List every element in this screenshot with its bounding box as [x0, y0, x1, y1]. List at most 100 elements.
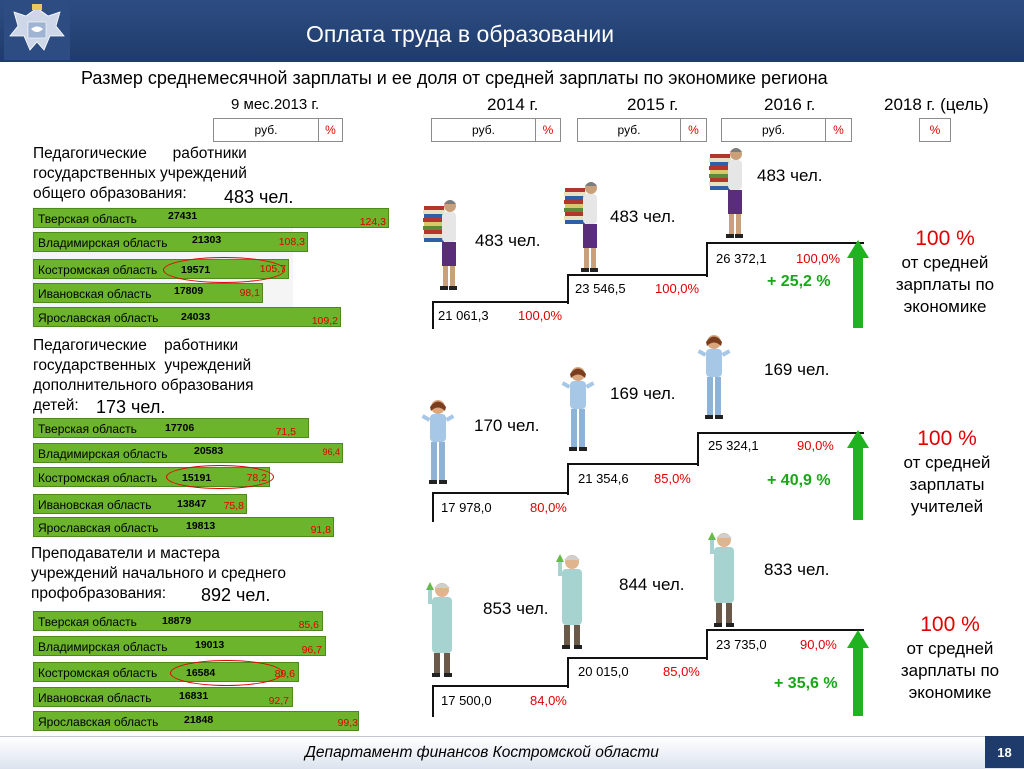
step-headcount: 833 чел.	[764, 560, 830, 579]
growth-arrow-head	[847, 430, 869, 448]
year-2016: 2016 г.	[764, 95, 816, 114]
region-name: Тверская область	[38, 212, 137, 226]
footer-text: Департамент финансов Костромской области	[305, 744, 659, 761]
step-headcount: 483 чел.	[757, 166, 823, 185]
year-2018-target: 2018 г. (цель)	[884, 95, 989, 114]
region-name: Владимирская область	[38, 640, 168, 654]
step-2014	[432, 492, 864, 522]
region-name: Ярославская область	[38, 311, 159, 325]
salary-value: 17 500,0	[441, 693, 492, 708]
unit-pct: %	[688, 123, 699, 137]
header-bar	[0, 0, 1024, 62]
growth-percent: + 35,6 %	[774, 675, 838, 692]
region-name: Костромская область	[38, 263, 158, 277]
step-2016	[697, 432, 864, 466]
step-2016	[706, 242, 864, 277]
unit-pct: %	[833, 123, 844, 137]
growth-arrow-head	[847, 240, 869, 258]
target-text: от средней зарплаты по экономике	[900, 639, 1000, 702]
subtitle: Размер среднемесячной зарплаты и ее доля…	[81, 68, 828, 88]
region-bar: Тверская область 17706 71,5	[33, 418, 309, 438]
region-name: Ивановская область	[38, 498, 152, 512]
step-headcount: 169 чел.	[610, 384, 676, 403]
salary-value: 25 324,1	[708, 438, 759, 453]
unit-box-2015: руб. %	[577, 118, 707, 142]
step-headcount: 169 чел.	[764, 360, 830, 379]
headcount-additional: 173 чел.	[96, 397, 166, 417]
region-salary: 20583	[194, 445, 224, 457]
growth-percent: + 25,2 %	[767, 273, 831, 290]
highlight-ellipse	[163, 257, 285, 283]
salary-value: 26 372,1	[716, 251, 767, 266]
region-salary: 21303	[192, 234, 222, 246]
salary-percent: 85,0%	[663, 664, 700, 679]
salary-percent: 90,0%	[800, 637, 837, 652]
headcount-vocational: 892 чел.	[201, 585, 271, 605]
year-2014: 2014 г.	[487, 95, 539, 114]
salary-percent: 100,0%	[655, 281, 700, 296]
salary-value: 21 354,6	[578, 471, 629, 486]
year-2013: 9 мес.2013 г.	[231, 96, 320, 113]
unit-rub: руб.	[578, 119, 681, 141]
region-percent: 75,8	[223, 500, 244, 512]
female-teacher-icon	[697, 335, 731, 419]
highlight-ellipse	[166, 465, 274, 489]
region-bar: Владимирская область 21303 108,3	[33, 232, 308, 252]
region-bar: Ярославская область 21848 99,3	[33, 711, 359, 731]
highlight-ellipse	[170, 660, 283, 686]
unit-box-2016: руб. %	[721, 118, 852, 142]
target-2018: 100 % от средней зарплаты учителей	[880, 426, 1014, 518]
salary-percent: 80,0%	[530, 500, 567, 515]
target-2018: 100 % от средней зарплаты по экономике	[880, 612, 1020, 704]
teacher-with-books-icon	[709, 148, 743, 238]
scientist-with-flask-icon	[426, 582, 452, 677]
scientist-with-flask-icon	[556, 554, 582, 649]
salary-value: 23 735,0	[716, 637, 767, 652]
step-2014	[432, 301, 864, 329]
step-2014	[432, 685, 864, 717]
region-bar: Тверская область 27431 124,3	[33, 208, 389, 228]
category-label-vocational: Преподаватели и мастера учреждений начал…	[31, 545, 286, 602]
year-2015: 2015 г.	[627, 95, 679, 114]
category-label-general: Педагогические работники государственных…	[33, 145, 247, 202]
region-name: Ярославская область	[38, 715, 159, 729]
region-name: Ярославская область	[38, 521, 159, 535]
region-percent: 108,3	[278, 236, 305, 248]
region-bar: Ярославская область 19813 91,8	[33, 517, 334, 537]
region-bar: Ивановская область 17809 98,1	[33, 283, 263, 303]
region-salary: 19013	[195, 639, 225, 651]
region-name: Владимирская область	[38, 447, 168, 461]
target-text: от средней зарплаты учителей	[903, 453, 991, 516]
step-headcount: 170 чел.	[474, 416, 540, 435]
region-bar: Владимирская область 19013 96,7	[33, 636, 326, 656]
growth-arrow-head	[847, 630, 869, 648]
page-title: Оплата труда в образовании	[306, 21, 615, 47]
unit-rub: руб.	[432, 119, 536, 141]
region-name: Ивановская область	[38, 287, 152, 301]
region-percent: 96,4	[322, 447, 340, 457]
target-value: 100 %	[915, 227, 975, 250]
teacher-with-books-icon	[564, 182, 598, 272]
category-label-additional: Педагогические работники государственных…	[33, 337, 254, 414]
unit-pct: %	[929, 123, 941, 137]
region-salary: 18879	[162, 615, 192, 627]
region-salary: 17706	[165, 422, 195, 434]
region-name: Костромская область	[38, 666, 158, 680]
region-salary: 21848	[184, 714, 214, 726]
region-percent: 96,7	[301, 644, 322, 656]
region-salary: 19813	[186, 520, 216, 532]
salary-value: 21 061,3	[438, 308, 489, 323]
unit-rub: руб.	[722, 119, 826, 141]
coat-of-arms-icon	[4, 2, 70, 60]
step-headcount: 844 чел.	[619, 575, 685, 594]
region-percent: 92,7	[268, 695, 289, 707]
region-salary: 24033	[181, 311, 211, 323]
region-bar: Ивановская область 13847 75,8	[33, 494, 247, 514]
unit-pct: %	[325, 123, 336, 137]
headcount-general: 483 чел.	[224, 187, 294, 207]
region-salary: 17809	[174, 285, 204, 297]
region-bar: Ярославская область 24033 109,2	[33, 307, 341, 327]
target-value: 100 %	[920, 613, 980, 636]
region-salary: 16831	[179, 690, 209, 702]
footer-bar	[0, 736, 1024, 769]
